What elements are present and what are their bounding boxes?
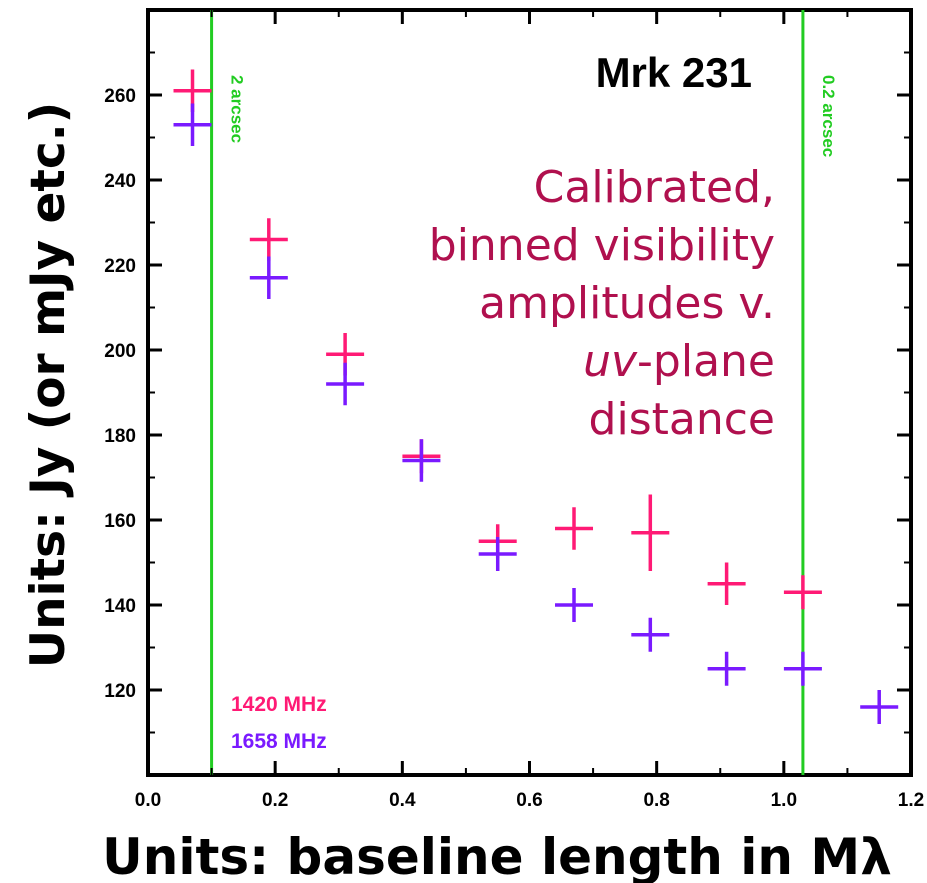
y-tick-label-4: 200 — [104, 341, 136, 362]
data-point-1-7 — [707, 651, 746, 686]
data-point-0-6 — [631, 494, 670, 571]
x-tick-label-1: 0.2 — [262, 790, 288, 811]
plot-frame — [146, 8, 913, 777]
data-point-1-2 — [326, 362, 365, 406]
x-axis-title: Units: baseline length in Mλ — [102, 828, 892, 883]
reference-label-0: 2 arcsec — [228, 75, 247, 143]
annotation-line-4-rest: -plane — [637, 336, 775, 387]
annotation-line-4: uv-plane — [583, 336, 775, 387]
data-point-1-0 — [173, 103, 212, 146]
data-point-1-8 — [783, 651, 822, 686]
y-tick-label-5: 220 — [104, 256, 136, 277]
data-point-1-6 — [631, 617, 670, 652]
y-tick-label-0: 120 — [104, 681, 136, 702]
annotation-line-3: amplitudes v. — [479, 278, 775, 329]
data-point-1-5 — [555, 588, 594, 622]
data-point-0-5 — [555, 507, 594, 550]
data-points — [173, 69, 899, 724]
x-tick-label-0: 0.0 — [135, 790, 161, 811]
y-tick-label-7: 260 — [104, 86, 136, 107]
y-tick-label-3: 180 — [104, 426, 136, 447]
annotation-italic: uv — [583, 336, 638, 387]
annotation-line-2: binned visibility — [429, 220, 775, 271]
legend-1658: 1658 MHz — [231, 730, 327, 753]
y-axis-title: Units: Jy (or mJy etc.) — [21, 102, 76, 668]
reference-lines: 2 arcsec 0.2 arcsec — [210, 10, 838, 775]
x-tick-label-4: 0.8 — [643, 790, 669, 811]
data-point-0-1 — [249, 218, 288, 261]
data-point-0-7 — [707, 562, 746, 605]
axis-ticks: 0.0 0.2 0.4 0.6 0.8 1.0 1.2 120 140 160 180 200 220 2… — [104, 10, 924, 811]
chart-title: Mrk 231 — [596, 49, 752, 96]
data-point-0-8 — [783, 575, 822, 610]
data-point-1-3 — [402, 439, 441, 482]
x-tick-label-3: 0.6 — [516, 790, 542, 811]
legend-1420: 1420 MHz — [231, 693, 327, 716]
x-tick-label-2: 0.4 — [389, 790, 416, 811]
x-tick-label-6: 1.2 — [898, 790, 924, 811]
annotation-line-1: Calibrated, — [534, 162, 775, 213]
reference-label-1: 0.2 arcsec — [819, 75, 838, 157]
y-tick-label-2: 160 — [104, 511, 136, 532]
y-tick-label-6: 240 — [104, 171, 136, 192]
x-tick-label-5: 1.0 — [771, 790, 797, 811]
data-point-1-9 — [860, 690, 899, 724]
data-point-1-4 — [478, 537, 517, 571]
annotation-line-5: distance — [589, 394, 775, 445]
y-tick-label-1: 140 — [104, 596, 136, 617]
data-point-1-1 — [249, 256, 288, 299]
